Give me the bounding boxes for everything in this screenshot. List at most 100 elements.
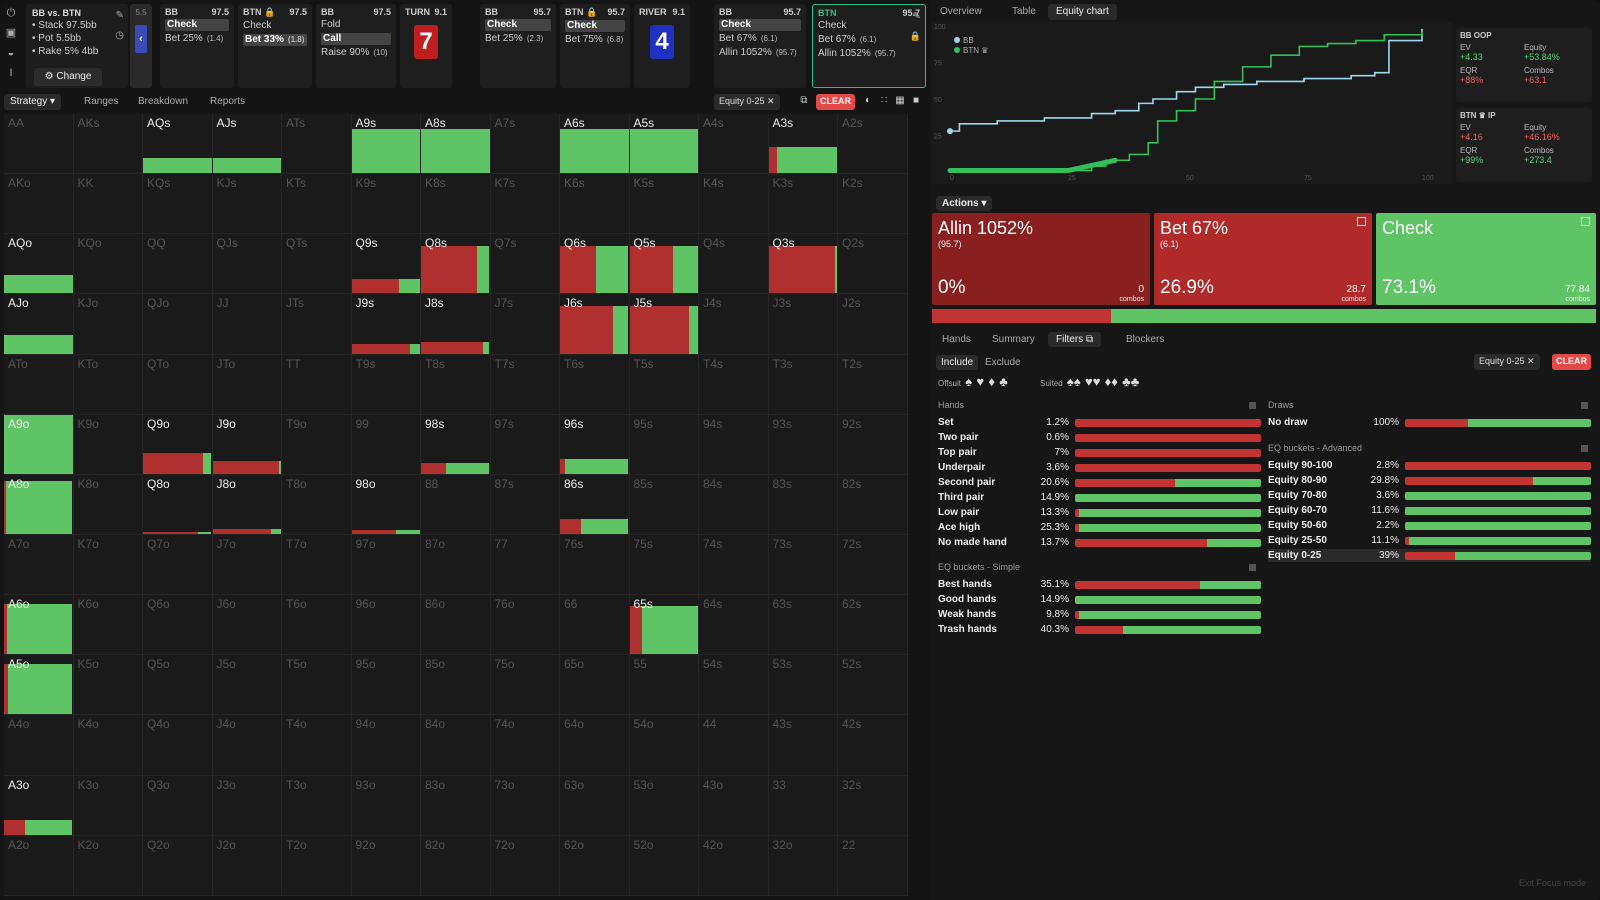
- hand-cell-A3s[interactable]: A3s: [768, 114, 838, 175]
- double-spade-icon[interactable]: ♠♠: [1066, 374, 1081, 389]
- filter-row[interactable]: Equity 25-50 11.1%: [1268, 534, 1591, 547]
- hand-cell-T4o[interactable]: T4o: [282, 715, 352, 776]
- expand-icon[interactable]: [1581, 217, 1590, 226]
- hand-cell-99[interactable]: 99: [351, 414, 421, 475]
- hand-cell-KQs[interactable]: KQs: [143, 174, 213, 235]
- hand-cell-32s[interactable]: 32s: [838, 775, 908, 836]
- filter-row[interactable]: Low pair 13.3%: [938, 506, 1261, 519]
- card-action[interactable]: Fold: [321, 19, 391, 31]
- tab-ranges[interactable]: Ranges: [84, 96, 119, 107]
- card-action[interactable]: Check: [485, 19, 551, 31]
- hand-cell-Q2o[interactable]: Q2o: [143, 835, 213, 896]
- hand-cell-Q4s[interactable]: Q4s: [699, 234, 769, 295]
- hand-cell-33[interactable]: 33: [768, 775, 838, 836]
- hand-cell-AQs[interactable]: AQs: [143, 114, 213, 175]
- hand-cell-K5o[interactable]: K5o: [73, 655, 143, 716]
- collapse-icon[interactable]: [1581, 445, 1588, 452]
- hand-cell-Q4o[interactable]: Q4o: [143, 715, 213, 776]
- hand-cell-T7s[interactable]: T7s: [490, 354, 560, 415]
- hand-cell-Q5s[interactable]: Q5s: [629, 234, 699, 295]
- hand-cell-82s[interactable]: 82s: [838, 474, 908, 535]
- hand-cell-Q2s[interactable]: Q2s: [838, 234, 908, 295]
- hand-cell-75s[interactable]: 75s: [629, 534, 699, 596]
- hand-cell-A2o[interactable]: A2o: [4, 835, 74, 896]
- square-icon[interactable]: ■: [912, 95, 920, 106]
- hand-cell-K9s[interactable]: K9s: [351, 174, 421, 235]
- hand-cell-TT[interactable]: TT: [282, 354, 352, 415]
- collapse-icon[interactable]: [1581, 402, 1588, 409]
- card-action[interactable]: Check: [165, 19, 229, 31]
- hand-cell-Q6s[interactable]: Q6s: [560, 234, 630, 295]
- exclude-toggle[interactable]: Exclude: [985, 357, 1021, 368]
- hand-cell-86o[interactable]: 86o: [421, 595, 491, 656]
- hand-cell-T2s[interactable]: T2s: [838, 354, 908, 415]
- card-action[interactable]: Bet 25% (2.3): [485, 33, 551, 45]
- hand-cell-Q6o[interactable]: Q6o: [143, 595, 213, 656]
- hand-cell-72s[interactable]: 72s: [838, 534, 908, 596]
- hand-cell-J6o[interactable]: J6o: [212, 595, 282, 656]
- diamond-icon[interactable]: ♦: [988, 374, 995, 389]
- tab-summary[interactable]: Summary: [992, 334, 1035, 345]
- hand-cell-94o[interactable]: 94o: [351, 715, 421, 776]
- tab-overview[interactable]: Overview: [940, 6, 982, 17]
- hand-cell-J6s[interactable]: J6s: [560, 294, 630, 355]
- hand-cell-82o[interactable]: 82o: [421, 835, 491, 896]
- hand-cell-J7s[interactable]: J7s: [490, 294, 560, 355]
- hand-cell-KQo[interactable]: KQo: [73, 234, 143, 295]
- hand-cell-A5o[interactable]: A5o: [4, 655, 74, 716]
- hand-cell-A4o[interactable]: A4o: [4, 715, 74, 776]
- hand-cell-J2s[interactable]: J2s: [838, 294, 908, 355]
- hand-cell-QTo[interactable]: QTo: [143, 354, 213, 415]
- hand-cell-42o[interactable]: 42o: [699, 835, 769, 896]
- hand-cell-A9o[interactable]: A9o: [4, 414, 74, 475]
- hand-cell-Q5o[interactable]: Q5o: [143, 655, 213, 716]
- filter-row[interactable]: Top pair 7%: [938, 446, 1261, 459]
- hand-cell-A2s[interactable]: A2s: [838, 114, 908, 175]
- filter-row[interactable]: Equity 0-25 39%: [1268, 549, 1591, 562]
- collapse-icon[interactable]: [1249, 402, 1256, 409]
- hand-cell-ATs[interactable]: ATs: [282, 114, 352, 175]
- hand-cell-K6o[interactable]: K6o: [73, 595, 143, 656]
- hand-cell-AKo[interactable]: AKo: [4, 174, 74, 235]
- hand-cell-J8s[interactable]: J8s: [421, 294, 491, 355]
- hand-cell-43s[interactable]: 43s: [768, 715, 838, 776]
- hand-cell-55[interactable]: 55: [629, 655, 699, 716]
- hand-cell-54o[interactable]: 54o: [629, 715, 699, 776]
- hand-cell-87s[interactable]: 87s: [490, 474, 560, 535]
- hand-cell-95s[interactable]: 95s: [629, 414, 699, 475]
- hand-cell-83s[interactable]: 83s: [768, 474, 838, 535]
- filter-row[interactable]: Trash hands 40.3%: [938, 623, 1261, 636]
- hand-cell-44[interactable]: 44: [699, 715, 769, 776]
- hand-cell-A4s[interactable]: A4s: [699, 114, 769, 175]
- hand-cell-J5s[interactable]: J5s: [629, 294, 699, 355]
- hand-cell-QTs[interactable]: QTs: [282, 234, 352, 295]
- compact-grid-icon[interactable]: ∷: [880, 95, 888, 106]
- board-card-3[interactable]: TURN 9.1 7: [400, 4, 452, 88]
- exit-focus-mode-link[interactable]: Exit Focus mode: [1518, 878, 1586, 888]
- double-club-icon[interactable]: ♣♣: [1122, 374, 1140, 389]
- hand-cell-A8o[interactable]: A8o: [4, 474, 74, 535]
- contrast-icon[interactable]: ◐: [864, 95, 872, 106]
- card-action[interactable]: Bet 33% (1.8): [243, 34, 307, 46]
- equity-filter-chip[interactable]: Equity 0-25 ✕: [714, 94, 780, 110]
- hand-cell-65o[interactable]: 65o: [560, 655, 630, 716]
- hand-cell-85o[interactable]: 85o: [421, 655, 491, 716]
- hand-cell-A7o[interactable]: A7o: [4, 534, 74, 596]
- hand-cell-73s[interactable]: 73s: [768, 534, 838, 596]
- hand-cell-A7s[interactable]: A7s: [490, 114, 560, 175]
- filter-row[interactable]: Set 1.2%: [938, 416, 1261, 429]
- card-action[interactable]: Bet 25% (1.4): [165, 33, 229, 45]
- hand-cell-87o[interactable]: 87o: [421, 534, 491, 596]
- nav-back-panel[interactable]: 5.5 ‹: [130, 4, 152, 88]
- hand-cell-J9s[interactable]: J9s: [351, 294, 421, 355]
- hand-cell-AKs[interactable]: AKs: [73, 114, 143, 175]
- action-box-0[interactable]: Allin 1052% (95.7) 0% 0 combos: [932, 213, 1150, 305]
- hand-cell-74s[interactable]: 74s: [699, 534, 769, 596]
- hand-cell-43o[interactable]: 43o: [699, 775, 769, 836]
- tab-table[interactable]: Table: [1012, 6, 1036, 17]
- filter-row[interactable]: Second pair 20.6%: [938, 476, 1261, 489]
- card-action[interactable]: Check: [818, 20, 920, 32]
- hand-cell-K4o[interactable]: K4o: [73, 715, 143, 776]
- hand-cell-J4o[interactable]: J4o: [212, 715, 282, 776]
- hand-cell-53o[interactable]: 53o: [629, 775, 699, 836]
